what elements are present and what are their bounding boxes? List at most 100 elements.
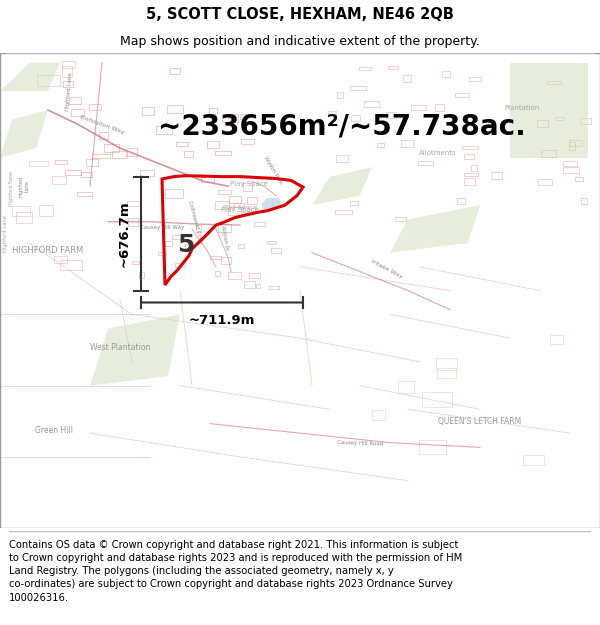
Bar <box>55 160 67 164</box>
Bar <box>388 66 398 69</box>
Bar <box>112 151 127 158</box>
Bar <box>86 159 98 166</box>
Bar <box>201 177 214 182</box>
Bar <box>52 176 67 184</box>
Bar <box>81 173 92 178</box>
Text: Play Space: Play Space <box>223 205 257 210</box>
Bar <box>228 207 241 214</box>
Text: 5: 5 <box>178 234 194 258</box>
Bar <box>350 201 358 204</box>
Bar <box>247 197 257 204</box>
Bar <box>457 198 466 204</box>
Bar <box>139 272 145 278</box>
Bar <box>132 261 139 264</box>
Bar <box>364 101 379 107</box>
Bar <box>554 117 564 120</box>
Bar <box>469 77 481 81</box>
Bar <box>196 225 201 232</box>
Polygon shape <box>243 211 255 217</box>
Bar <box>350 86 366 90</box>
Bar <box>62 66 72 78</box>
Text: Highford
Lane: Highford Lane <box>19 176 29 197</box>
Bar <box>223 114 238 122</box>
Bar <box>337 155 348 162</box>
Bar <box>218 191 230 194</box>
Bar <box>272 202 278 206</box>
Bar <box>210 256 221 259</box>
Bar <box>398 381 413 393</box>
Bar <box>256 284 260 288</box>
Bar <box>71 109 84 116</box>
Bar <box>248 272 260 278</box>
Bar <box>550 335 563 344</box>
Bar <box>386 112 397 119</box>
Bar <box>569 140 583 146</box>
Bar <box>172 235 182 239</box>
Bar <box>241 139 254 144</box>
Text: Bishopton Way: Bishopton Way <box>79 114 125 135</box>
Text: Highford Lane: Highford Lane <box>3 215 8 252</box>
Bar <box>580 118 591 124</box>
Bar <box>37 75 60 86</box>
Bar <box>491 171 502 179</box>
Bar <box>185 244 191 249</box>
Bar <box>215 271 220 276</box>
Text: Plantation: Plantation <box>505 105 539 111</box>
Bar <box>271 248 281 254</box>
Text: HIGHFORD FARM: HIGHFORD FARM <box>13 246 83 254</box>
Bar <box>244 281 255 288</box>
Text: Allotments: Allotments <box>419 150 457 156</box>
Bar <box>215 151 231 155</box>
Bar <box>142 107 154 114</box>
Text: 5, SCOTT CLOSE, HEXHAM, NE46 2QB: 5, SCOTT CLOSE, HEXHAM, NE46 2QB <box>146 8 454 22</box>
Text: ~711.9m: ~711.9m <box>189 314 255 328</box>
Bar <box>167 106 183 113</box>
Bar <box>140 171 154 176</box>
Bar <box>126 148 137 156</box>
Bar <box>170 68 180 74</box>
Text: Causey Hill Way: Causey Hill Way <box>140 225 184 230</box>
Bar <box>359 67 371 70</box>
Bar <box>351 115 361 121</box>
Bar <box>59 259 82 271</box>
Bar <box>184 151 193 157</box>
Bar <box>165 241 172 246</box>
Bar <box>176 142 188 146</box>
Bar <box>62 61 76 68</box>
Text: Wydon Park: Wydon Park <box>263 155 283 185</box>
Bar <box>218 224 231 232</box>
Bar <box>128 218 138 226</box>
Polygon shape <box>261 198 282 211</box>
Bar <box>411 106 426 110</box>
Bar <box>229 196 241 204</box>
Bar <box>268 241 276 244</box>
Text: Intake Way: Intake Way <box>370 259 404 280</box>
Bar <box>158 252 166 256</box>
Bar <box>54 256 67 263</box>
Text: ~233656m²/~57.738ac.: ~233656m²/~57.738ac. <box>158 112 526 141</box>
Text: Highford Lane: Highford Lane <box>65 72 73 111</box>
Text: QUEEN'S LETCH FARM: QUEEN'S LETCH FARM <box>439 417 521 426</box>
Polygon shape <box>312 167 372 205</box>
Bar <box>89 104 101 110</box>
Bar <box>470 165 477 171</box>
Bar <box>419 440 446 454</box>
Bar <box>464 174 478 176</box>
Bar <box>12 206 29 216</box>
Bar <box>29 161 47 166</box>
Text: Causey Hill Road: Causey Hill Road <box>337 440 383 447</box>
Bar <box>68 97 80 104</box>
Text: Collinswood Drive: Collinswood Drive <box>187 201 203 244</box>
Bar <box>238 244 244 248</box>
Bar <box>437 369 456 378</box>
Text: Map shows position and indicative extent of the property.: Map shows position and indicative extent… <box>120 35 480 48</box>
Polygon shape <box>510 62 588 158</box>
Text: Robson Dr: Robson Dr <box>220 226 230 251</box>
Bar <box>175 263 185 266</box>
Polygon shape <box>390 205 480 252</box>
Bar <box>337 92 343 99</box>
Text: Play Space: Play Space <box>221 208 259 213</box>
Bar <box>418 161 433 165</box>
Bar <box>239 114 247 119</box>
Bar <box>464 178 475 185</box>
